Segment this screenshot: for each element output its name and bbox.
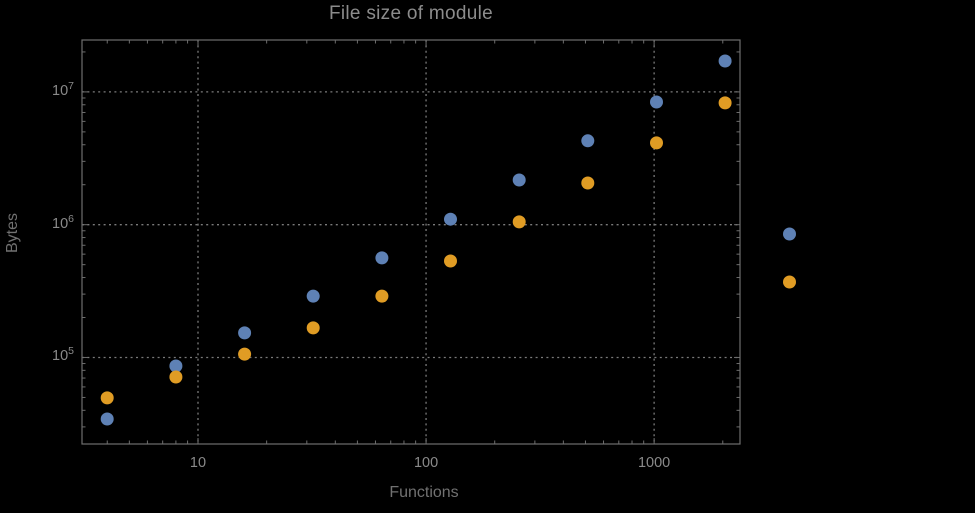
data-point-series-2-orange [581, 176, 595, 190]
legend-markers [783, 227, 796, 289]
y-tick-label: 106 [52, 212, 74, 232]
data-point-series-1-blue [169, 359, 183, 373]
legend-marker-2 [783, 275, 796, 289]
data-point-series-1-blue [650, 95, 663, 109]
y-tick-label: 105 [52, 345, 74, 365]
data-points [100, 54, 732, 426]
data-point-series-2-orange [512, 215, 526, 229]
x-tick-label: 100 [413, 455, 439, 471]
data-point-series-2-orange [444, 254, 457, 268]
y-tick-label: 107 [52, 79, 74, 99]
data-point-series-2-orange [650, 136, 663, 150]
y-axis-label: Bytes [4, 213, 21, 254]
data-point-series-2-orange [169, 370, 183, 384]
x-axis-label: Functions [389, 484, 459, 501]
x-tick-label: 10 [189, 455, 207, 471]
data-point-series-1-blue [375, 251, 389, 265]
data-point-series-1-blue [718, 54, 732, 68]
axis-ticks [82, 40, 740, 444]
data-point-series-2-orange [306, 321, 320, 335]
data-point-series-1-blue [581, 134, 595, 148]
gridlines [82, 40, 740, 444]
data-point-series-1-blue [512, 173, 526, 187]
chart-title: File size of module [328, 3, 494, 24]
plot-frame [81, 39, 741, 445]
data-point-series-1-blue [238, 326, 252, 340]
data-point-series-1-blue [444, 212, 457, 226]
data-point-series-1-blue [100, 412, 114, 426]
data-point-series-2-orange [375, 289, 389, 303]
data-point-series-1-blue [306, 289, 320, 303]
x-tick-label: 1000 [637, 455, 671, 471]
data-point-series-2-orange [238, 347, 252, 361]
legend-marker-1 [783, 227, 796, 241]
data-point-series-2-orange [100, 391, 114, 405]
data-point-series-2-orange [718, 96, 732, 110]
